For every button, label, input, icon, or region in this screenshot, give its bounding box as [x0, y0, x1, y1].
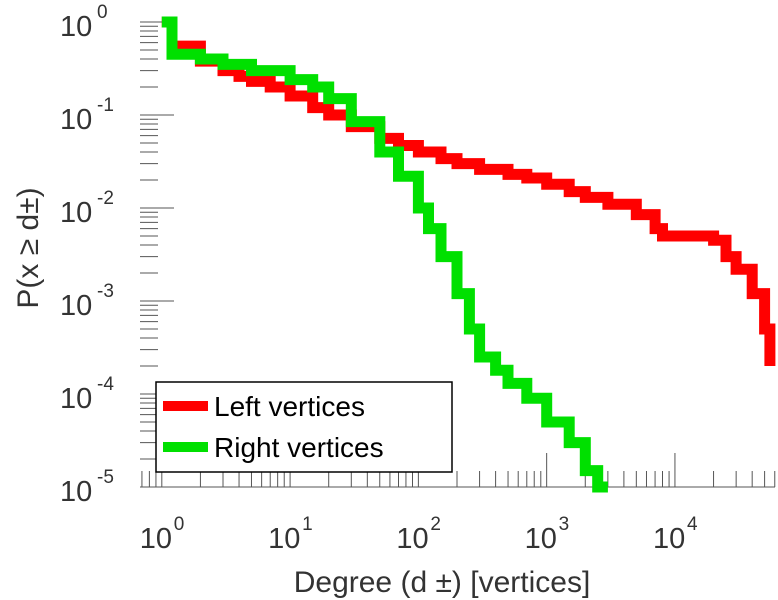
legend-label-left: Left vertices	[214, 391, 365, 422]
y-tick-exponent: -5	[97, 467, 114, 488]
y-tick-exponent: -4	[97, 374, 114, 395]
series-line-left	[161, 16, 776, 366]
x-tick-exponent: 1	[302, 514, 313, 535]
x-tick-exponent: 4	[687, 514, 698, 535]
x-tick-label: 10	[268, 523, 300, 555]
y-tick-label: 10	[60, 197, 92, 229]
x-axis-title: Degree (d ±) [vertices]	[294, 566, 591, 599]
x-tick-label: 10	[653, 523, 685, 555]
x-tick-label: 10	[140, 523, 172, 555]
y-tick-label: 10	[60, 290, 92, 322]
y-tick-exponent: -2	[97, 188, 114, 209]
x-tick-exponent: 0	[174, 514, 185, 535]
legend-box	[155, 381, 453, 473]
x-tick-exponent: 3	[559, 514, 570, 535]
y-tick-label: 10	[60, 383, 92, 415]
y-tick-label: 10	[60, 104, 92, 136]
y-tick-label: 10	[60, 476, 92, 508]
series-layer	[161, 16, 776, 493]
y-tick-exponent: -3	[97, 281, 114, 302]
y-tick-exponent: 0	[97, 2, 108, 23]
x-tick-labels: 10 0 10 1 10 2 10 3 10 4	[140, 514, 698, 555]
y-axis-title: P(x ≥ d±)	[12, 187, 45, 308]
x-tick-label: 10	[525, 523, 557, 555]
y-tick-exponent: -1	[97, 95, 114, 116]
legend: Left vertices Right vertices	[155, 381, 453, 473]
x-tick-exponent: 2	[430, 514, 441, 535]
series-line-right	[161, 16, 608, 493]
legend-label-right: Right vertices	[214, 432, 384, 463]
minor-ticks	[140, 25, 776, 488]
x-tick-label: 10	[396, 523, 428, 555]
y-tick-label: 10	[60, 11, 92, 43]
